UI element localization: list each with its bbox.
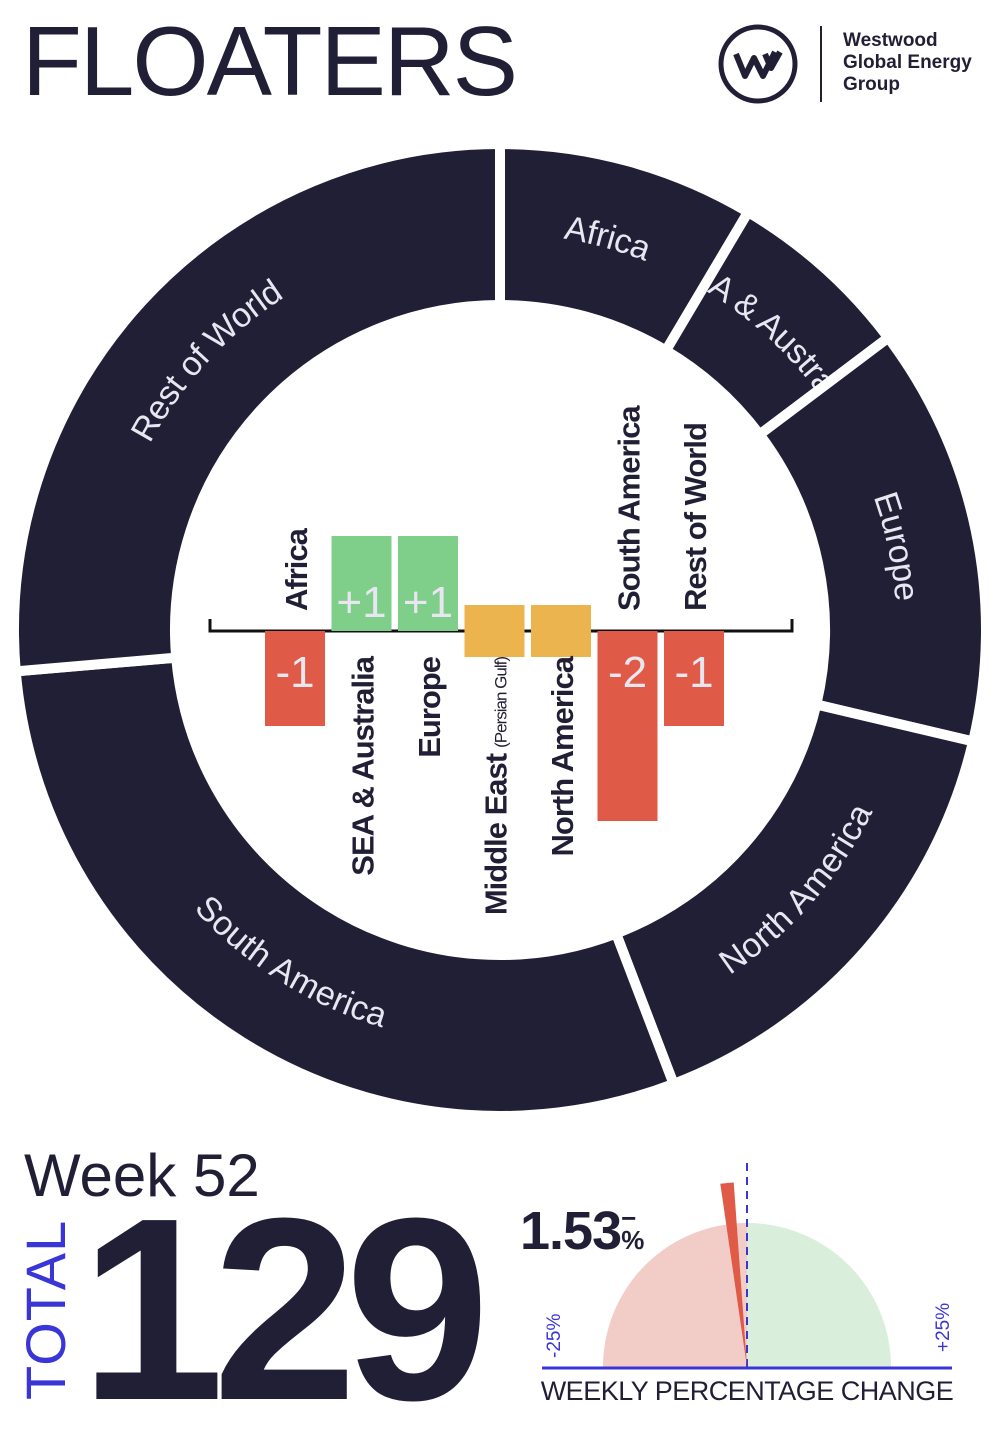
brand-name: Westwood Global Energy Group [843, 30, 972, 96]
bar-category-label: South America [612, 405, 647, 611]
bar-data-label: -1 [674, 648, 713, 697]
logo-divider [820, 26, 822, 102]
bar-category-label: Africa [279, 527, 314, 611]
westwood-logo [718, 24, 798, 104]
bar-category-label: North America [545, 655, 580, 856]
change-sign: − [621, 1203, 636, 1233]
bar-category-label: Middle East(Persian Gulf) [479, 657, 514, 915]
gauge-title: WEEKLY PERCENTAGE CHANGE [541, 1376, 954, 1406]
donut-segment [752, 330, 991, 748]
change-value: 1.53 [520, 1201, 622, 1261]
gauge-positive-half [747, 1223, 891, 1367]
bar [464, 605, 525, 657]
bar-data-label: -1 [275, 648, 314, 697]
change-unit: % [621, 1225, 644, 1255]
donut-segment [9, 138, 505, 677]
gauge-negative-half [603, 1223, 747, 1367]
bar [331, 536, 392, 631]
brand-line: Group [843, 74, 900, 95]
change-sign-unit: −% [621, 1205, 644, 1255]
donut-segment [10, 652, 681, 1121]
bar-data-label: +1 [336, 578, 386, 627]
bar-category-label: Europe [412, 656, 447, 758]
gauge-max-label: +25% [933, 1303, 954, 1352]
page-title: FLOATERS [22, 6, 518, 116]
bar-data-label: +1 [403, 578, 453, 627]
week-label: Week 52 [24, 1142, 260, 1209]
total-value: 129 [80, 1165, 490, 1455]
bar [597, 631, 658, 821]
bar-category-label: SEA & Australia [346, 655, 381, 875]
brand-line: Global Energy [843, 52, 972, 73]
bar-data-label: -2 [608, 648, 647, 697]
bar [398, 536, 458, 631]
percentage-change: 1.53−% [520, 1201, 644, 1261]
bar [531, 605, 591, 657]
gauge-min-label: -25% [544, 1314, 565, 1358]
bar-category-label: Rest of World [678, 423, 713, 611]
brand-line: Westwood [843, 30, 938, 51]
bar [664, 631, 724, 726]
total-label: TOTAL [14, 1219, 77, 1400]
bar [265, 631, 325, 726]
gauge-needle [720, 1182, 747, 1367]
